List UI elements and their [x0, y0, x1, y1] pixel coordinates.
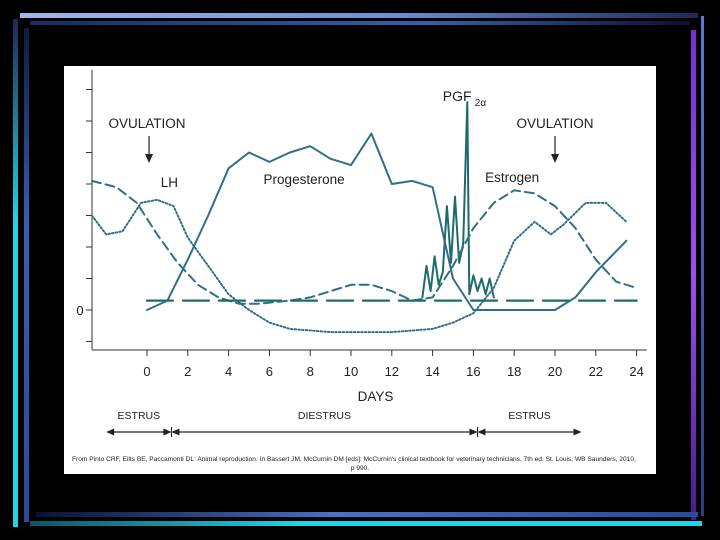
right-bar-thin: [701, 16, 704, 516]
top-bar-light: [20, 13, 698, 18]
bottom-bar-cyan: [30, 521, 702, 526]
phase-arrow-left: [106, 428, 115, 436]
x-tick-label: 18: [507, 364, 521, 379]
x-tick-label: 12: [385, 364, 399, 379]
phase-label: DIESTRUS: [298, 410, 351, 422]
series-progesterone: [146, 132, 628, 311]
x-axis-title: DAYS: [358, 389, 394, 404]
series-estrogen: [90, 179, 638, 305]
annotation-ovulation-right: OVULATION: [516, 116, 593, 131]
annotation-pgf: PGF: [443, 88, 472, 104]
series-lh: [90, 198, 628, 334]
right-bar-violet: [691, 30, 696, 520]
phase-label: ESTRUS: [508, 410, 551, 422]
credit-line-2: p 990.: [350, 465, 370, 472]
top-bar-dark: [30, 21, 690, 25]
phase-arrow-right: [469, 428, 478, 436]
x-tick-label: 8: [307, 364, 314, 379]
x-tick-label: 2: [184, 364, 191, 379]
left-bar-cyan: [13, 19, 18, 527]
phase-arrow-left: [477, 428, 486, 436]
series-pgf2-: [421, 101, 495, 299]
annotation-ovulation-left: OVULATION: [108, 116, 185, 131]
x-tick-label: 16: [466, 364, 480, 379]
credit-line-1: From Pinto CRF, Eilts BE, Paccamonti DL:…: [72, 456, 636, 463]
x-tick-label: 22: [589, 364, 603, 379]
phase-arrow-left: [171, 428, 180, 436]
ovulation-right-arrow-head: [551, 154, 559, 163]
left-bar-blue: [24, 28, 29, 522]
phase-label: ESTRUS: [118, 410, 161, 422]
annotation-pgf-subscript: 2α: [475, 98, 487, 109]
phase-arrow-right: [573, 428, 582, 436]
annotation-progesterone: Progesterone: [264, 172, 345, 187]
x-tick-label: 10: [344, 364, 358, 379]
x-tick-label: 0: [143, 364, 150, 379]
phase-arrow-right: [163, 428, 172, 436]
ovulation-left-arrow-head: [145, 154, 154, 163]
x-tick-label: 24: [629, 364, 643, 379]
x-tick-label: 14: [425, 364, 439, 379]
bottom-bar-blue: [36, 512, 698, 517]
y-tick-label-zero: 0: [76, 303, 83, 318]
figure-credit: From Pinto CRF, Eilts BE, Paccamonti DL:…: [72, 455, 648, 473]
annotation-lh: LH: [161, 175, 178, 190]
x-tick-label: 6: [266, 364, 273, 379]
x-tick-label: 4: [225, 364, 232, 379]
annotation-estrogen: Estrogen: [485, 170, 539, 185]
chart-panel: 0 0 2 4 6 8 10 12 14 16 18 20 22 24 DAYS OVULATION LH Pr…: [64, 66, 656, 474]
x-tick-label: 20: [548, 364, 562, 379]
